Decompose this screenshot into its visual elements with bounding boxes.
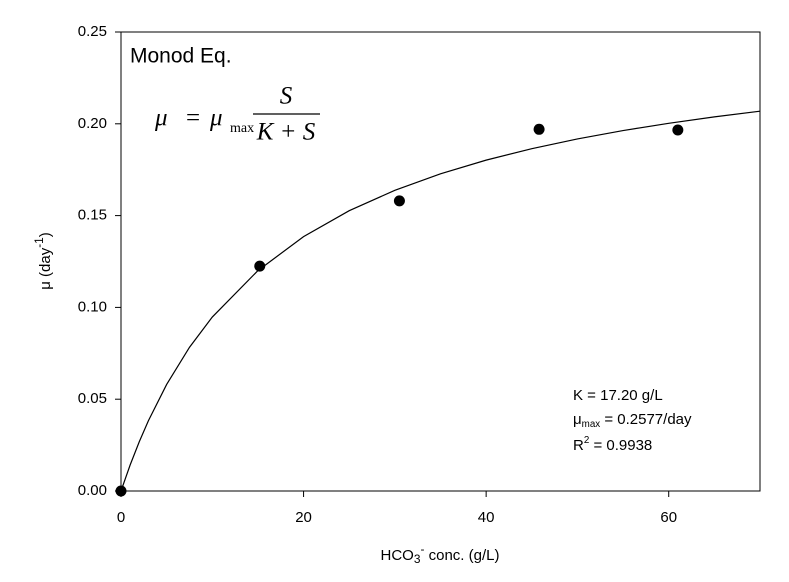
fit-stat-part: 2: [584, 435, 589, 446]
fit-stat: R2 = 0.9938: [573, 435, 652, 454]
equation-part: S: [280, 83, 293, 110]
x-axis-label: HCO3- conc. (g/L): [381, 542, 500, 566]
data-point: [254, 260, 266, 272]
fit-stat-part: = 0.9938: [589, 437, 652, 454]
y-axis-label-part: ): [37, 232, 54, 237]
chart-title: Monod Eq.: [130, 45, 232, 68]
y-tick-label: 0.10: [78, 298, 107, 315]
equation-part: max: [230, 121, 254, 136]
data-point: [672, 124, 684, 136]
fit-stat-part: K = 17.20 g/L: [573, 387, 663, 404]
data-point: [393, 195, 405, 207]
fit-curve: [120, 110, 761, 492]
data-point: [533, 123, 545, 135]
fit-stat-part: R: [573, 437, 584, 454]
fit-stat-part: max: [582, 419, 601, 430]
y-axis-label: μ (day-1): [32, 232, 54, 290]
y-tick-label: 0.15: [78, 207, 107, 224]
fit-stat-part: = 0.2577/day: [600, 411, 692, 428]
x-tick-label: 40: [478, 509, 495, 526]
y-tick-label: 0.00: [78, 482, 107, 499]
equation-part: K + S: [256, 119, 316, 146]
x-axis-label-part: HCO: [381, 547, 414, 564]
data-point: [115, 485, 127, 497]
x-tick-label: 20: [295, 509, 312, 526]
x-axis-label-part: conc. (g/L): [424, 547, 499, 564]
x-tick-label: 60: [660, 509, 677, 526]
x-axis-label-part: -: [420, 542, 424, 556]
equation-part: μ: [209, 105, 223, 132]
fit-stat-part: μ: [573, 411, 582, 428]
plot-frame: [120, 31, 761, 492]
y-tick-label: 0.20: [78, 115, 107, 132]
fit-stat: μmax = 0.2577/day: [573, 411, 692, 430]
equation-part: μ: [154, 105, 168, 132]
y-axis-label-part: -1: [32, 237, 46, 248]
y-tick-label: 0.05: [78, 390, 107, 407]
y-tick-label: 0.25: [78, 23, 107, 40]
fit-stat: K = 17.20 g/L: [573, 387, 663, 404]
equation-part: =: [186, 105, 200, 132]
y-axis-label-part: μ (day: [37, 247, 54, 289]
x-axis-label-part: 3: [414, 552, 421, 566]
x-tick-label: 0: [117, 509, 125, 526]
